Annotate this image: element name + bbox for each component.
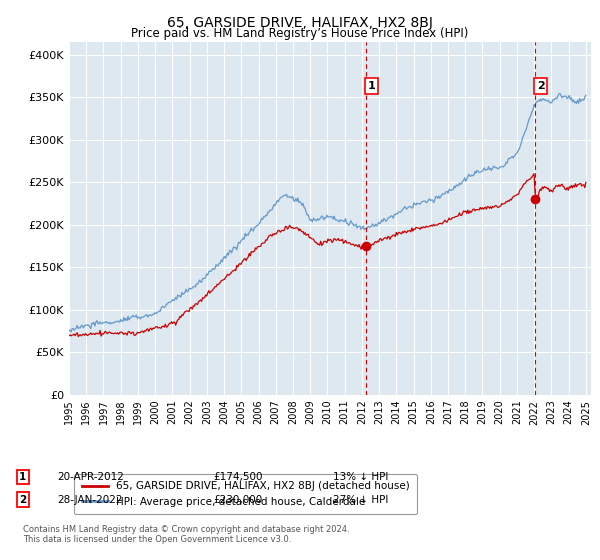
Text: 65, GARSIDE DRIVE, HALIFAX, HX2 8BJ: 65, GARSIDE DRIVE, HALIFAX, HX2 8BJ	[167, 16, 433, 30]
Text: Contains HM Land Registry data © Crown copyright and database right 2024.
This d: Contains HM Land Registry data © Crown c…	[23, 525, 349, 544]
Text: Price paid vs. HM Land Registry’s House Price Index (HPI): Price paid vs. HM Land Registry’s House …	[131, 27, 469, 40]
Text: 20-APR-2012: 20-APR-2012	[57, 472, 124, 482]
Legend: 65, GARSIDE DRIVE, HALIFAX, HX2 8BJ (detached house), HPI: Average price, detach: 65, GARSIDE DRIVE, HALIFAX, HX2 8BJ (det…	[74, 474, 417, 514]
Text: 28-JAN-2022: 28-JAN-2022	[57, 494, 122, 505]
Text: 13% ↓ HPI: 13% ↓ HPI	[333, 472, 388, 482]
Text: 1: 1	[367, 81, 375, 91]
Text: £230,000: £230,000	[213, 494, 262, 505]
Text: £174,500: £174,500	[213, 472, 263, 482]
Text: 2: 2	[19, 494, 26, 505]
Text: 1: 1	[19, 472, 26, 482]
Text: 27% ↓ HPI: 27% ↓ HPI	[333, 494, 388, 505]
Text: 2: 2	[536, 81, 544, 91]
